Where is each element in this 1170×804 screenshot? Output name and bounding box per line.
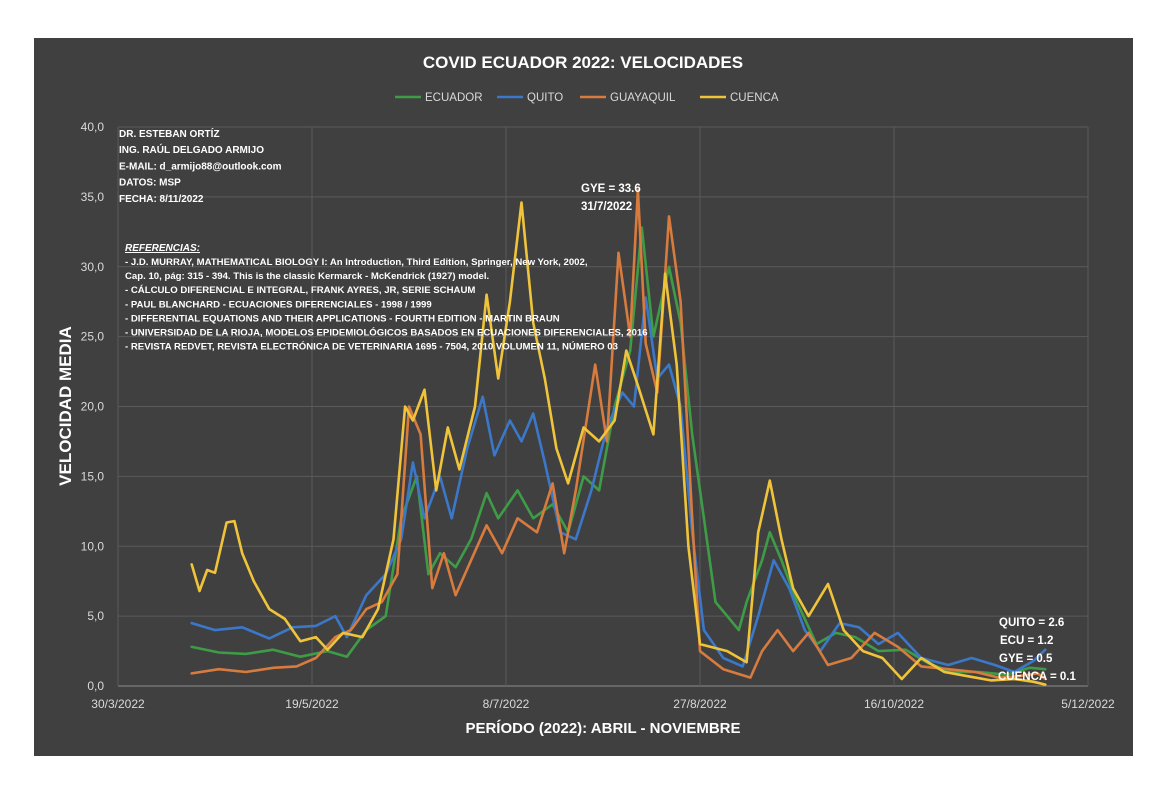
legend-label: ECUADOR [425,92,483,104]
x-tick-label: 30/3/2022 [91,697,145,711]
y-tick-label: 40,0 [81,120,105,134]
reference-line: - REVISTA REDVET, REVISTA ELECTRÓNICA DE… [125,341,618,353]
legend-label: CUENCA [730,92,779,104]
author-line: FECHA: 8/11/2022 [119,194,204,205]
final-value-line: QUITO = 2.6 [999,617,1064,629]
author-line: DR. ESTEBAN ORTÍZ [119,127,220,140]
final-values-block: QUITO = 2.6 ECU = 1.2 GYE = 0.5 CUENCA = 0.… [998,617,1076,683]
peak-annotation: GYE = 33.6 31/7/2022 [581,183,641,213]
x-tick-label: 16/10/2022 [864,697,924,711]
peak-annotation-line: GYE = 33.6 [581,183,641,195]
x-tick-label: 27/8/2022 [673,697,727,711]
series-line-guayaquil [190,188,1047,681]
x-tick-label: 8/7/2022 [483,697,530,711]
series-line-quito [190,296,1047,674]
y-tick-labels: 0,0 5,0 10,0 15,0 20,0 25,0 30,0 35,0 40,0 [81,120,105,693]
chart-title: COVID ECUADOR 2022: VELOCIDADES [423,53,743,72]
author-block: DR. ESTEBAN ORTÍZ ING. RAÚL DELGADO ARMIJ… [119,127,282,205]
reference-line: Cap. 10, pág: 315 - 394. This is the cla… [125,271,489,282]
x-axis-label: PERÍODO (2022): ABRIL - NOVIEMBRE [465,720,740,737]
y-tick-label: 10,0 [81,539,105,553]
x-tick-label: 19/5/2022 [285,697,339,711]
reference-line: - UNIVERSIDAD DE LA RIOJA, MODELOS EPIDE… [125,327,648,339]
final-value-line: GYE = 0.5 [999,653,1053,665]
peak-annotation-line: 31/7/2022 [581,201,632,213]
final-value-line: CUENCA = 0.1 [998,671,1076,683]
grid-lines [117,126,1089,687]
x-tick-label: 5/12/2022 [1061,697,1115,711]
final-value-line: ECU = 1.2 [1000,635,1053,647]
series-line-cuenca [190,201,1047,686]
legend-label: QUITO [527,92,563,104]
reference-line: - J.D. MURRAY, MATHEMATICAL BIOLOGY I: A… [125,257,588,268]
references-heading: REFERENCIAS: [125,243,200,254]
y-tick-label: 20,0 [81,400,105,414]
series-lines [190,188,1047,686]
y-tick-label: 5,0 [87,609,104,623]
legend: ECUADOR QUITO GUAYAQUIL CUENCA [395,92,779,104]
y-tick-label: 15,0 [81,469,105,483]
reference-line: - DIFFERENTIAL EQUATIONS AND THEIR APPLI… [125,313,560,324]
reference-line: - CÁLCULO DIFERENCIAL E INTEGRAL, FRANK … [125,284,475,296]
author-line: DATOS: MSP [119,178,181,189]
series-line-ecuador [190,226,1047,677]
author-line: E-MAIL: d_armijo88@outlook.com [119,161,282,172]
reference-line: - PAUL BLANCHARD - ECUACIONES DIFERENCIA… [125,299,432,310]
author-line: ING. RAÚL DELGADO ARMIJO [119,143,264,156]
y-tick-label: 0,0 [87,679,104,693]
x-tick-labels: 30/3/2022 19/5/2022 8/7/2022 27/8/2022 16/10… [91,697,1115,711]
y-axis-label: VELOCIDAD MEDIA [56,326,75,486]
y-tick-label: 35,0 [81,190,105,204]
chart-panel [34,38,1133,756]
y-tick-label: 30,0 [81,260,105,274]
legend-label: GUAYAQUIL [610,92,676,104]
references-block: REFERENCIAS: - J.D. MURRAY, MATHEMATICAL … [125,243,648,353]
y-tick-label: 25,0 [81,330,105,344]
